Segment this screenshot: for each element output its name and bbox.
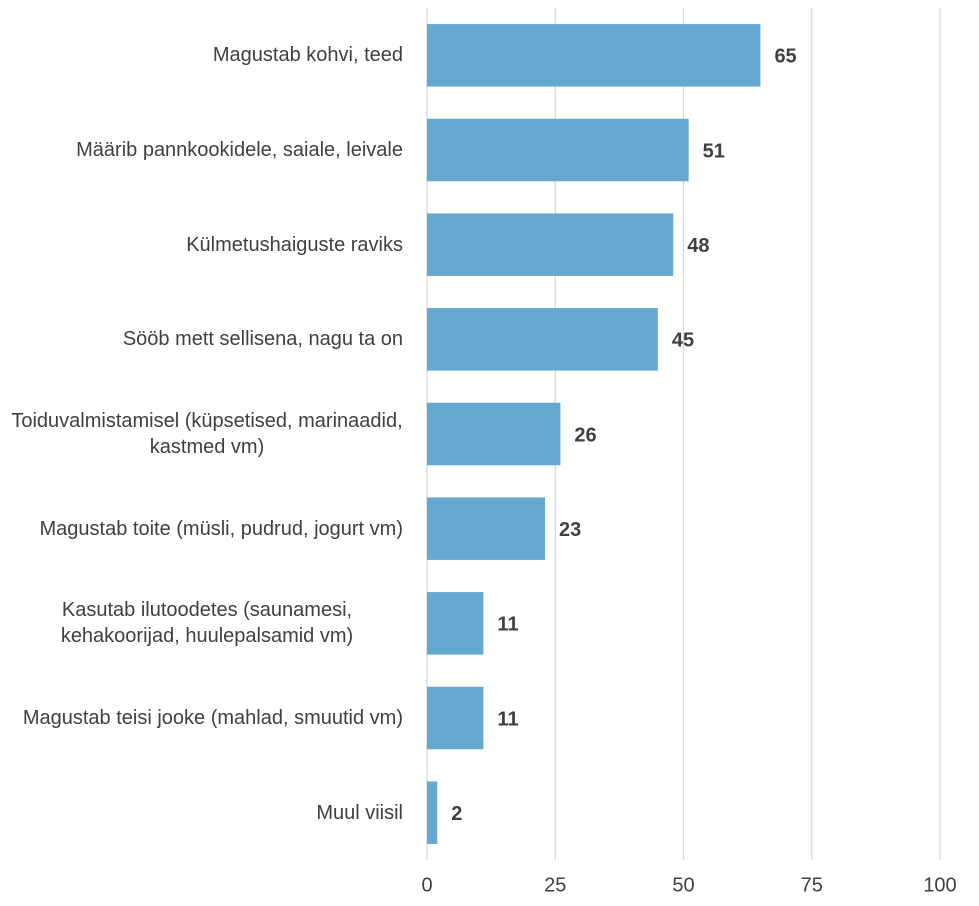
value-label: 2 [451, 803, 462, 825]
x-tick-label: 0 [421, 874, 432, 896]
value-label: 65 [774, 46, 796, 68]
y-tick-label-box: Kasutab ilutoodetes (saunamesi, kehakoor… [0, 576, 403, 671]
x-tick-label: 75 [801, 874, 823, 896]
y-tick-label: Kasutab ilutoodetes (saunamesi, kehakoor… [60, 599, 354, 648]
y-tick-label-box: Sööb mett sellisena, nagu ta on [0, 292, 403, 387]
bar [427, 592, 484, 655]
value-label: 11 [497, 614, 518, 636]
y-tick-label: Muul viisil [316, 801, 403, 824]
y-tick-label: Külmetushaiguste raviks [186, 233, 403, 256]
y-tick-label: Magustab kohvi, teed [212, 44, 403, 67]
y-tick-label-box: Magustab toite (müsli, pudrud, jogurt vm… [0, 481, 404, 576]
y-tick-label-box: Toiduvalmistamisel (küpsetised, marinaad… [0, 387, 403, 482]
value-label: 23 [559, 519, 581, 541]
bar [427, 686, 484, 750]
x-tick-label: 25 [544, 874, 566, 896]
y-tick-label-box: Magustab teisi jooke (mahlad, smuutid vm… [0, 671, 403, 766]
y-tick-label-box: Külmetushaiguste raviks [0, 197, 403, 292]
value-label: 48 [687, 235, 709, 257]
y-tick-label-box: Määrib pannkookidele, saiale, leivale [0, 103, 403, 198]
y-tick-label: Sööb mett sellisena, nagu ta on [122, 328, 403, 351]
bar [427, 497, 545, 560]
x-tick-label: 50 [672, 874, 694, 896]
bar [427, 213, 674, 276]
y-tick-label: Magustab toite (müsli, pudrud, jogurt vm… [39, 517, 404, 540]
y-tick-label: Magustab teisi jooke (mahlad, smuutid vm… [22, 706, 403, 729]
bar [427, 781, 438, 844]
y-tick-label-box: Muul viisil [0, 765, 403, 860]
bar [427, 24, 761, 87]
bar [427, 308, 658, 371]
value-label: 45 [672, 330, 694, 352]
y-tick-label: Toiduvalmistamisel (küpsetised, marinaad… [11, 409, 403, 458]
value-label: 11 [497, 708, 518, 730]
x-tick-label: 100 [923, 874, 956, 896]
bar [427, 402, 561, 466]
y-tick-label-box: Magustab kohvi, teed [0, 8, 403, 103]
value-label: 51 [703, 140, 725, 162]
value-label: 26 [574, 424, 596, 446]
y-tick-label: Määrib pannkookidele, saiale, leivale [76, 138, 403, 161]
bar [427, 118, 689, 182]
